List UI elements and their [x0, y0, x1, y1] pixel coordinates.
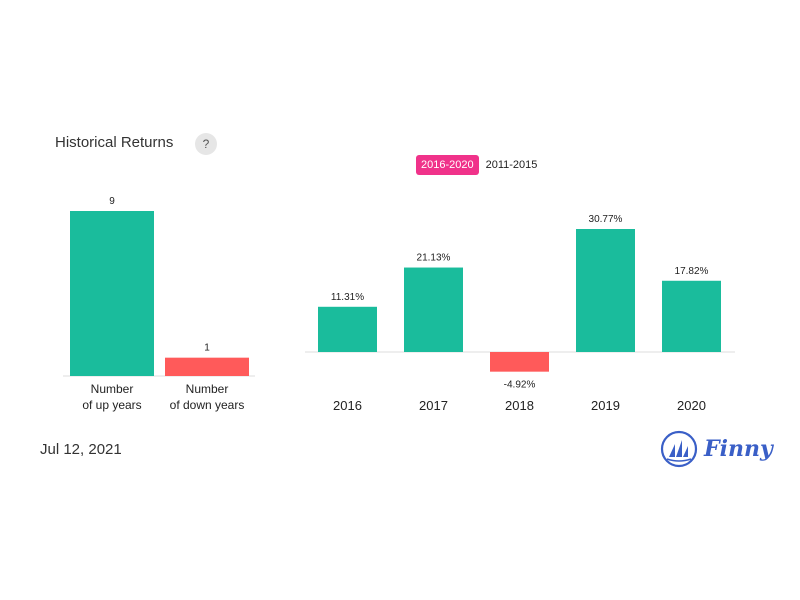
- year-label: 2018: [505, 398, 534, 413]
- value-label: -4.92%: [504, 380, 536, 391]
- value-label: 11.31%: [331, 292, 364, 303]
- brand-name: Finny: [704, 436, 773, 462]
- tab-2016-2020[interactable]: 2016-2020: [416, 155, 479, 175]
- finny-logo: Finny: [660, 430, 773, 468]
- year-label: 2019: [591, 398, 620, 413]
- range-toggle: 2016-2020 2011-2015: [416, 155, 542, 175]
- bar-2016: [318, 306, 377, 352]
- value-label: 30.77%: [589, 214, 623, 225]
- page-title: Historical Returns: [55, 134, 174, 151]
- year-label: 2020: [677, 398, 706, 413]
- bar-2018: [490, 352, 549, 372]
- category-label: Number: [186, 382, 229, 396]
- bar-up-years: [70, 211, 154, 376]
- sailboat-icon: [660, 430, 698, 468]
- value-label: 17.82%: [675, 266, 709, 277]
- value-label: 9: [109, 196, 115, 207]
- tab-2011-2015[interactable]: 2011-2015: [485, 159, 538, 171]
- category-label: of up years: [82, 398, 141, 412]
- value-label: 1: [204, 343, 210, 354]
- bar-2017: [404, 267, 463, 352]
- bar-down-years: [165, 357, 249, 376]
- category-label: of down years: [170, 398, 245, 412]
- bar-2019: [576, 229, 635, 352]
- bar-2020: [662, 280, 721, 352]
- year-label: 2016: [333, 398, 362, 413]
- value-label: 21.13%: [417, 253, 451, 264]
- as-of-date: Jul 12, 2021: [40, 441, 122, 458]
- help-icon[interactable]: ?: [195, 133, 217, 155]
- year-label: 2017: [419, 398, 448, 413]
- category-label: Number: [91, 382, 134, 396]
